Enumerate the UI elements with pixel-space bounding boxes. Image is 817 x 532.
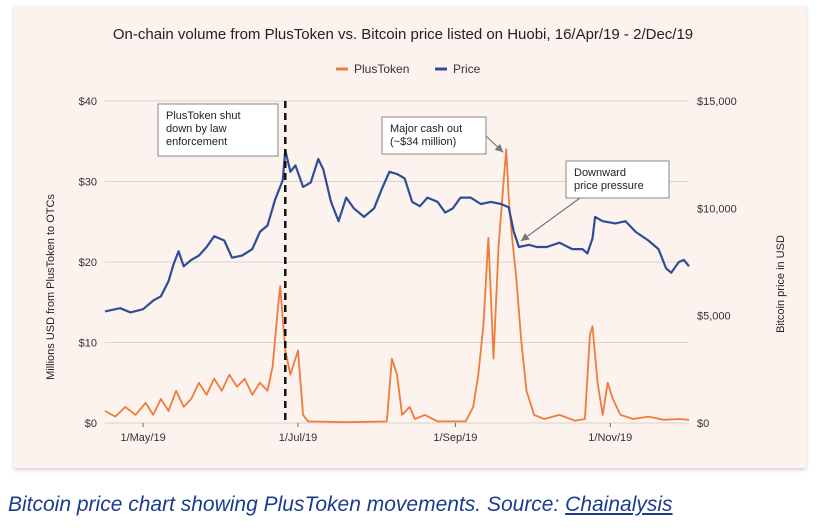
y-tick-label-left: $10: [79, 338, 97, 350]
y-tick-label-right: $0: [697, 418, 709, 430]
annotation-shutdown-text: down by law: [166, 123, 227, 135]
annotation-shutdown-text: PlusToken shut: [166, 110, 241, 122]
y-tick-label-left: $30: [79, 177, 97, 189]
annotation-pressure-text: Downward: [574, 167, 626, 179]
chart: On-chain volume from PlusToken vs. Bitco…: [45, 26, 787, 444]
y-axis-title-left: Millions USD from PlusToken to OTCs: [45, 194, 57, 380]
x-tick-label: 1/May/19: [120, 432, 165, 444]
y-tick-label-right: $15,000: [697, 96, 737, 108]
series-line-plustoken: [104, 148, 690, 424]
annotation-pressure-text: price pressure: [574, 180, 644, 192]
annotation-shutdown-box: [157, 103, 279, 157]
annotation-pressure-arrow-line: [520, 197, 581, 242]
y-tick-label-left: $0: [85, 418, 97, 430]
chart-title: On-chain volume from PlusToken vs. Bitco…: [113, 26, 693, 43]
legend-label-price: Price: [453, 62, 481, 76]
x-tick-label: 1/Sep/19: [433, 432, 477, 444]
annotation-shutdown-text: enforcement: [166, 136, 227, 148]
annotation-cashout-arrow-head: [494, 143, 504, 153]
x-tick-label: 1/Jul/19: [279, 432, 318, 444]
annotation-cashout-text: Major cash out: [390, 123, 462, 135]
annotation-pressure-arrow-head: [520, 233, 530, 241]
annotation-pressure-box: [565, 160, 670, 199]
y-tick-label-right: $5,000: [697, 311, 731, 323]
annotation-cashout-box: [381, 116, 487, 155]
legend-label-plustoken: PlusToken: [354, 62, 409, 76]
y-tick-label-right: $10,000: [697, 203, 737, 215]
figure-caption: Bitcoin price chart showing PlusToken mo…: [8, 493, 673, 517]
chart-card: On-chain volume from PlusToken vs. Bitco…: [14, 6, 806, 468]
series-line-price: [104, 149, 690, 314]
y-tick-label-left: $40: [79, 96, 97, 108]
x-tick-label: 1/Nov/19: [588, 432, 632, 444]
caption-text: Bitcoin price chart showing PlusToken mo…: [8, 493, 566, 516]
annotation-cashout-text: (~$34 million): [390, 136, 456, 148]
source-link[interactable]: Chainalysis: [565, 493, 673, 516]
y-tick-label-left: $20: [79, 257, 97, 269]
y-axis-title-right: Bitcoin price in USD: [775, 235, 787, 333]
